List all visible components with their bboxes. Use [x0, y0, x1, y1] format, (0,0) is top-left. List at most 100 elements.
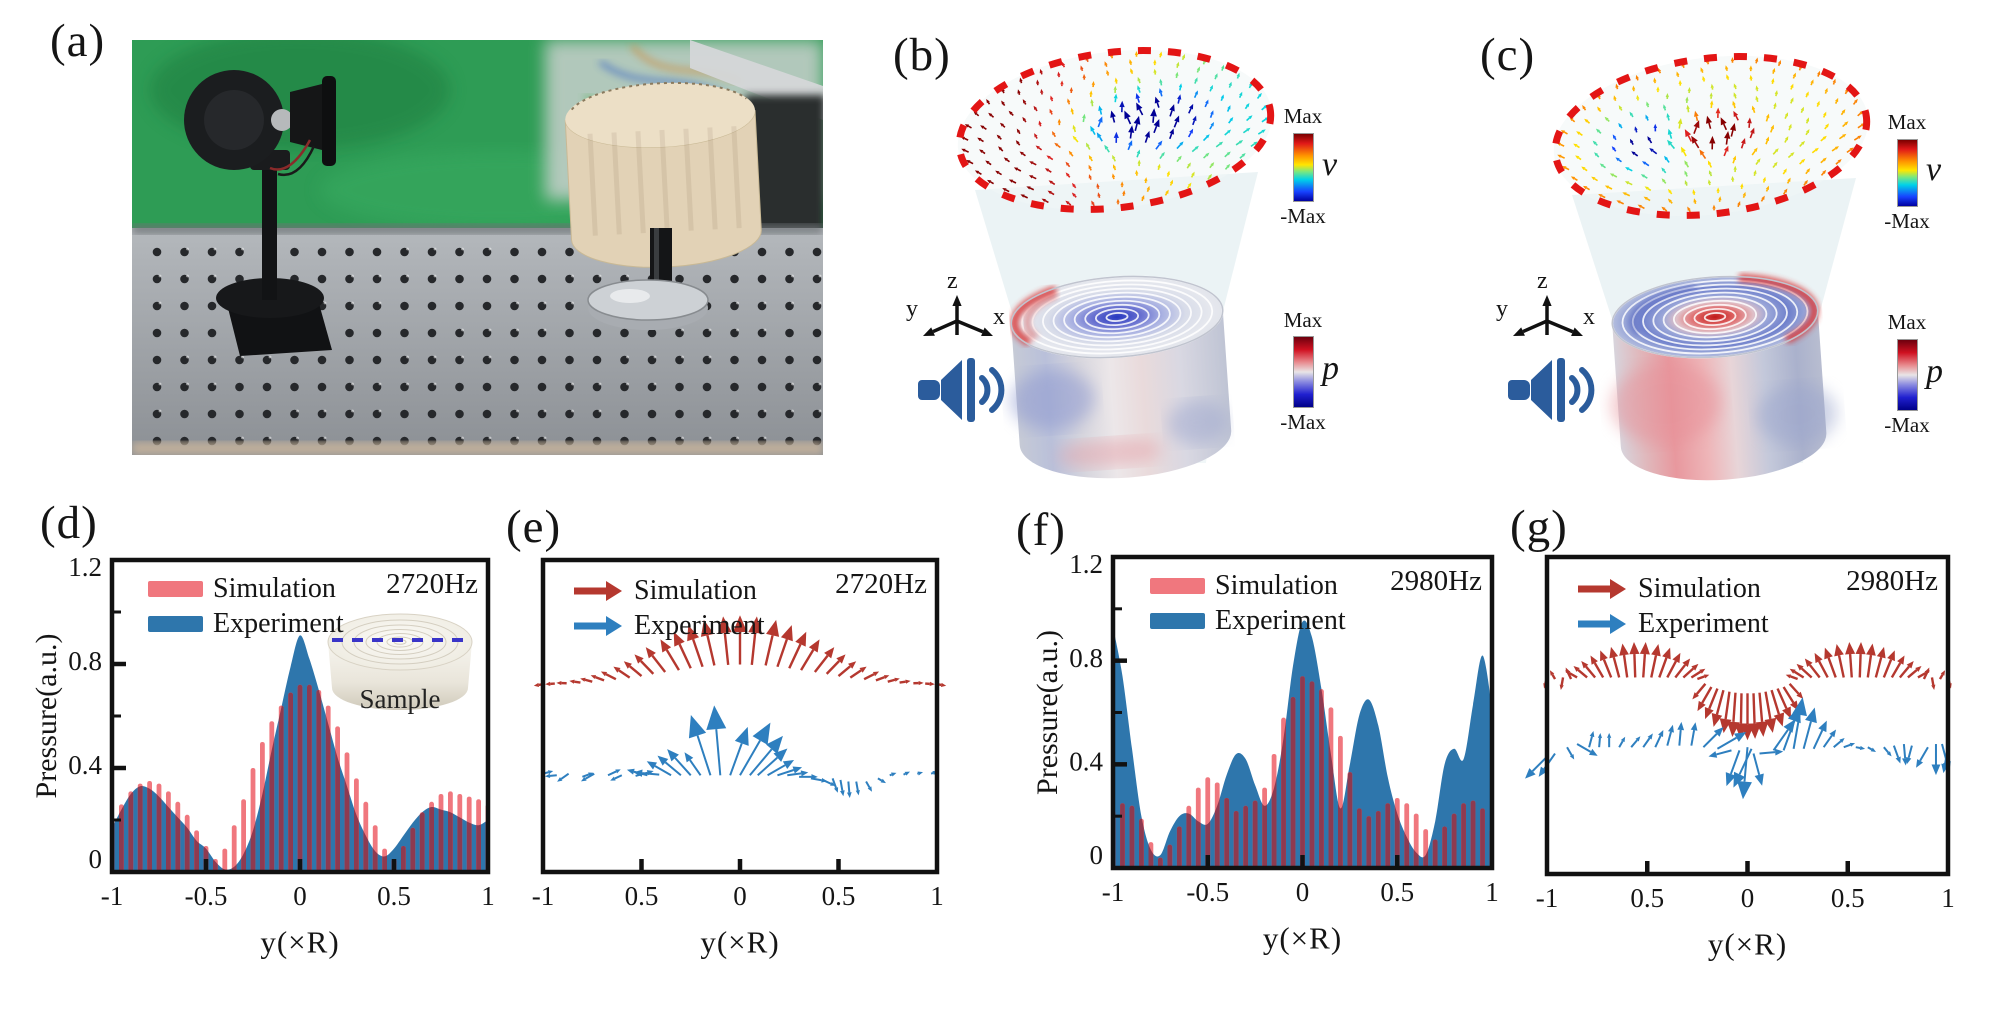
experiment-photo: [132, 40, 823, 455]
legend-item: Experiment: [1576, 608, 1769, 639]
x-tick-label: -0.5: [185, 881, 228, 911]
legend-swatch-icon: [148, 616, 203, 632]
x-tick-label: 1: [1485, 877, 1499, 907]
x-axis-title: y(×R): [1708, 926, 1787, 961]
legend: Simulation Experiment: [572, 575, 765, 641]
y-tick-label: 0.8: [1069, 643, 1103, 673]
y-tick-label: 1.2: [1069, 549, 1103, 579]
frequency-label: 2720Hz: [835, 568, 927, 600]
frequency-label: 2720Hz: [386, 568, 478, 600]
x-axis-title: y(×R): [260, 924, 339, 959]
colorbar-p-min-label: -Max: [1884, 413, 1930, 437]
colorbar-v-max-label: Max: [1283, 104, 1323, 128]
legend: Simulation Experiment: [1150, 570, 1346, 636]
colorbar-p-quantity: p: [1926, 353, 1943, 390]
panel-c-label: (c): [1480, 29, 1536, 81]
colorbar-v-min-label: -Max: [1884, 209, 1930, 233]
legend-label: Experiment: [634, 610, 765, 641]
colorbar-v-max-label: Max: [1887, 110, 1927, 134]
x-tick-label: 0.5: [1380, 877, 1414, 907]
x-tick-label: 1: [1941, 883, 1955, 913]
panel-a-label: (a): [50, 15, 106, 67]
x-tick-label: -1: [1102, 877, 1125, 907]
legend-item: Experiment: [572, 610, 765, 641]
y-tick-label: 0.4: [68, 750, 102, 780]
axis-x-label: x: [993, 304, 1005, 330]
sample-photo: [327, 613, 473, 710]
x-tick-label: 0: [1296, 877, 1310, 907]
colorbar-p-min-label: -Max: [1280, 410, 1326, 434]
legend-arrow-icon: [1578, 614, 1626, 634]
panel-f-label: (f): [1016, 504, 1066, 556]
frequency-label: 2980Hz: [1390, 565, 1482, 597]
legend-label: Simulation: [634, 575, 757, 606]
sample-label: Sample: [359, 684, 441, 714]
legend-item: Simulation: [148, 573, 344, 604]
legend-label: Experiment: [1215, 605, 1346, 636]
panel-g-label: (g): [1510, 501, 1568, 553]
x-tick-label: 0.5: [1630, 883, 1664, 913]
y-tick-label: 0.8: [68, 646, 102, 676]
colorbar-v-quantity: v: [1322, 146, 1338, 183]
y-tick-label: 0: [89, 844, 103, 874]
y-tick-label: 1.2: [68, 552, 102, 582]
legend-item: Experiment: [1150, 605, 1346, 636]
y-tick-label: 0.4: [1069, 747, 1103, 777]
x-tick-label: -0.5: [1186, 877, 1229, 907]
pressure-colorbar: [1293, 336, 1314, 408]
panel-e-label: (e): [506, 501, 562, 553]
panel-d-label: (d): [40, 497, 98, 549]
legend-swatch-icon: [148, 581, 203, 597]
colorbar-v-quantity: v: [1926, 151, 1942, 188]
axis-y-label: y: [906, 296, 918, 322]
legend: Simulation Experiment: [148, 573, 344, 639]
simulation-arrows: [1543, 641, 1952, 741]
axis-x-label: x: [1583, 304, 1595, 330]
x-tick-label: -1: [101, 881, 124, 911]
panel-b-label: (b): [893, 29, 951, 81]
panel-b-visualization: [918, 47, 1275, 479]
x-tick-label: 1: [930, 881, 944, 911]
x-tick-label: -1: [532, 881, 555, 911]
axis-y-label: y: [1496, 296, 1508, 322]
velocity-colorbar: [1293, 133, 1314, 202]
experiment-arrows: [542, 705, 938, 798]
frequency-label: 2980Hz: [1846, 565, 1938, 597]
legend-label: Simulation: [1215, 570, 1338, 601]
velocity-colorbar: [1897, 139, 1918, 207]
legend-label: Simulation: [213, 573, 336, 604]
x-tick-label: 0.5: [822, 881, 856, 911]
y-axis-title: Pressure(a.u.): [1031, 630, 1064, 795]
chart-panel-f: 0 0.4 0.8 1.2 -1 -0.5 0 0.5 1 y(×R) Pressure(a.u.): [1031, 549, 1499, 955]
x-tick-label: 0.5: [1831, 883, 1865, 913]
legend-swatch-icon: [1150, 578, 1205, 594]
legend: Simulation Experiment: [1576, 573, 1769, 639]
x-axis-title: y(×R): [700, 924, 779, 959]
x-tick-label: 0: [733, 881, 747, 911]
overlap-bars: [1113, 676, 1492, 868]
x-tick-label: 0.5: [377, 881, 411, 911]
legend-item: Simulation: [1150, 570, 1346, 601]
velocity-quiver-disk: [1551, 53, 1871, 219]
x-tick-label: 0.5: [625, 881, 659, 911]
colorbar-p-quantity: p: [1322, 350, 1339, 387]
x-tick-label: -1: [1536, 883, 1559, 913]
axis-z-label: z: [947, 268, 958, 294]
panel-c-visualization: [1508, 53, 1871, 481]
chart-panel-d: 0 0.4 0.8 1.2 -1 -0.5 0 0.5 1 y(×R) Pressure(a.u.): [30, 552, 495, 959]
legend-item: Simulation: [572, 575, 765, 606]
legend-label: Experiment: [1638, 608, 1769, 639]
legend-label: Simulation: [1638, 573, 1761, 604]
colorbar-p-max-label: Max: [1887, 310, 1927, 334]
x-tick-label: 0: [293, 881, 307, 911]
axis-z-label: z: [1537, 268, 1548, 294]
x-axis-title: y(×R): [1263, 920, 1342, 955]
experiment-arrows: [1525, 697, 1951, 800]
colorbar-v-min-label: -Max: [1280, 204, 1326, 228]
pressure-colorbar: [1897, 339, 1918, 411]
chart-panel-e: -1 0.5 0 0.5 1 y(×R): [532, 557, 947, 959]
legend-swatch-icon: [1150, 613, 1205, 629]
speaker-icon: [918, 358, 1005, 422]
